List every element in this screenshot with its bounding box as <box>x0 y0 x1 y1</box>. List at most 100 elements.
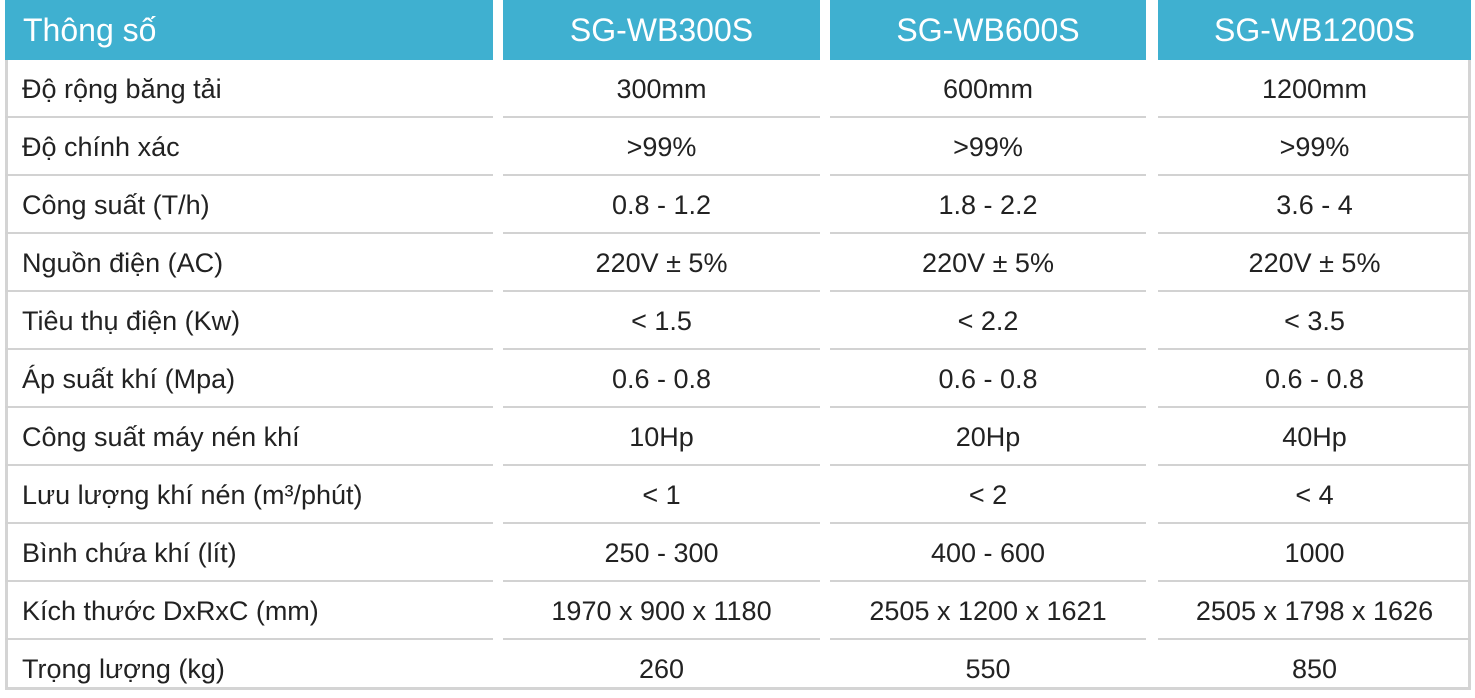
row-divider <box>503 464 820 466</box>
row-value-sg-wb1200s: 2505 x 1798 x 1626 <box>1195 596 1434 626</box>
header-model-sg-wb600s: SG-WB600S <box>830 0 1146 60</box>
table-row: Nguồn điện (AC) 220V ± 5% 220V ± 5% 220V… <box>0 234 1475 292</box>
row-divider <box>5 116 493 118</box>
row-divider <box>1158 464 1471 466</box>
table-row: Trọng lượng (kg) 260 550 850 <box>0 640 1475 698</box>
header-param-label: Thông số <box>5 0 493 60</box>
row-divider <box>830 406 1146 408</box>
table-row: Độ rộng băng tải 300mm 600mm 1200mm <box>0 60 1475 118</box>
row-value-sg-wb600s: 600mm <box>942 74 1034 104</box>
row-value-sg-wb300s: < 1.5 <box>631 306 692 336</box>
row-divider <box>1158 522 1471 524</box>
row-value-sg-wb1200s: < 4 <box>1295 480 1334 510</box>
row-value-sg-wb1200s: < 3.5 <box>1284 306 1345 336</box>
table-body: Độ rộng băng tải 300mm 600mm 1200mm Độ c… <box>0 60 1475 698</box>
row-value-sg-wb600s: 2505 x 1200 x 1621 <box>869 596 1107 626</box>
row-value-sg-wb600s: >99% <box>953 132 1023 162</box>
header-model-sg-wb1200s: SG-WB1200S <box>1158 0 1471 60</box>
row-value-sg-wb300s: 0.8 - 1.2 <box>611 190 712 220</box>
row-value-sg-wb1200s: >99% <box>1279 132 1350 162</box>
row-divider <box>830 290 1146 292</box>
table-row: Bình chứa khí (lít) 250 - 300 400 - 600 … <box>0 524 1475 582</box>
row-divider <box>503 348 820 350</box>
row-divider <box>830 174 1146 176</box>
row-label: Công suất máy nén khí <box>22 422 300 452</box>
row-divider <box>5 406 493 408</box>
row-value-sg-wb600s: 220V ± 5% <box>922 248 1054 278</box>
row-divider <box>5 580 493 582</box>
table-row: Kích thước DxRxC (mm) 1970 x 900 x 1180 … <box>0 582 1475 640</box>
row-divider <box>503 522 820 524</box>
row-label: Độ rộng băng tải <box>22 74 222 104</box>
row-divider <box>830 638 1146 640</box>
row-value-sg-wb1200s: 0.6 - 0.8 <box>1264 364 1365 394</box>
row-divider <box>5 522 493 524</box>
table-row: Công suất (T/h) 0.8 - 1.2 1.8 - 2.2 3.6 … <box>0 176 1475 234</box>
row-divider <box>5 290 493 292</box>
table-header: Thông số SG-WB300S SG-WB600S SG-WB1200S <box>0 0 1475 60</box>
row-divider <box>503 232 820 234</box>
row-divider <box>830 348 1146 350</box>
row-divider <box>830 116 1146 118</box>
row-divider <box>5 638 493 640</box>
row-value-sg-wb600s: 20Hp <box>955 422 1021 452</box>
row-divider <box>830 522 1146 524</box>
row-divider <box>1158 406 1471 408</box>
row-label: Tiêu thụ điện (Kw) <box>22 306 241 336</box>
row-divider <box>1158 638 1471 640</box>
row-divider <box>5 232 493 234</box>
table-row: Tiêu thụ điện (Kw) < 1.5 < 2.2 < 3.5 <box>0 292 1475 350</box>
table-row: Độ chính xác >99% >99% >99% <box>0 118 1475 176</box>
row-label: Công suất (T/h) <box>22 190 210 220</box>
table-body-border <box>5 60 1471 690</box>
row-value-sg-wb300s: >99% <box>626 132 697 162</box>
row-value-sg-wb300s: 300mm <box>616 74 707 104</box>
row-value-sg-wb600s: 0.6 - 0.8 <box>938 364 1038 394</box>
row-value-sg-wb300s: 1970 x 900 x 1180 <box>551 596 772 626</box>
row-divider <box>1158 290 1471 292</box>
row-value-sg-wb1200s: 1000 <box>1284 538 1345 568</box>
row-divider <box>503 174 820 176</box>
row-divider <box>1158 232 1471 234</box>
row-label: Áp suất khí (Mpa) <box>22 364 236 394</box>
row-divider <box>5 348 493 350</box>
row-divider <box>1158 174 1471 176</box>
row-value-sg-wb300s: 220V ± 5% <box>595 248 728 278</box>
row-value-sg-wb600s: < 2 <box>968 480 1008 510</box>
row-divider <box>503 638 820 640</box>
row-label: Bình chứa khí (lít) <box>22 538 237 568</box>
row-value-sg-wb1200s: 220V ± 5% <box>1248 248 1381 278</box>
row-value-sg-wb300s: 0.6 - 0.8 <box>611 364 712 394</box>
row-divider <box>830 232 1146 234</box>
row-divider <box>5 464 493 466</box>
row-label: Lưu lượng khí nén (m³/phút) <box>22 480 363 510</box>
row-divider <box>503 116 820 118</box>
row-label: Trọng lượng (kg) <box>22 654 225 684</box>
table-row: Lưu lượng khí nén (m³/phút) < 1 < 2 < 4 <box>0 466 1475 524</box>
row-value-sg-wb600s: < 2.2 <box>957 306 1019 336</box>
row-label: Độ chính xác <box>22 132 180 162</box>
header-model-sg-wb300s: SG-WB300S <box>503 0 820 60</box>
row-label: Kích thước DxRxC (mm) <box>22 596 319 626</box>
row-value-sg-wb600s: 1.8 - 2.2 <box>938 190 1038 220</box>
row-divider <box>1158 116 1471 118</box>
row-divider <box>830 464 1146 466</box>
row-divider <box>503 406 820 408</box>
row-label: Nguồn điện (AC) <box>22 248 224 278</box>
row-value-sg-wb1200s: 40Hp <box>1282 422 1347 452</box>
row-divider <box>830 580 1146 582</box>
row-value-sg-wb1200s: 1200mm <box>1261 74 1368 104</box>
row-divider <box>503 290 820 292</box>
row-divider <box>1158 580 1471 582</box>
row-value-sg-wb600s: 550 <box>965 654 1011 684</box>
row-divider <box>5 174 493 176</box>
row-divider <box>1158 348 1471 350</box>
row-value-sg-wb300s: 260 <box>638 654 685 684</box>
table-row: Áp suất khí (Mpa) 0.6 - 0.8 0.6 - 0.8 0.… <box>0 350 1475 408</box>
row-divider <box>503 580 820 582</box>
table-row: Công suất máy nén khí 10Hp 20Hp 40Hp <box>0 408 1475 466</box>
row-value-sg-wb1200s: 850 <box>1291 654 1338 684</box>
row-value-sg-wb300s: < 1 <box>642 480 681 510</box>
row-value-sg-wb300s: 10Hp <box>629 422 694 452</box>
